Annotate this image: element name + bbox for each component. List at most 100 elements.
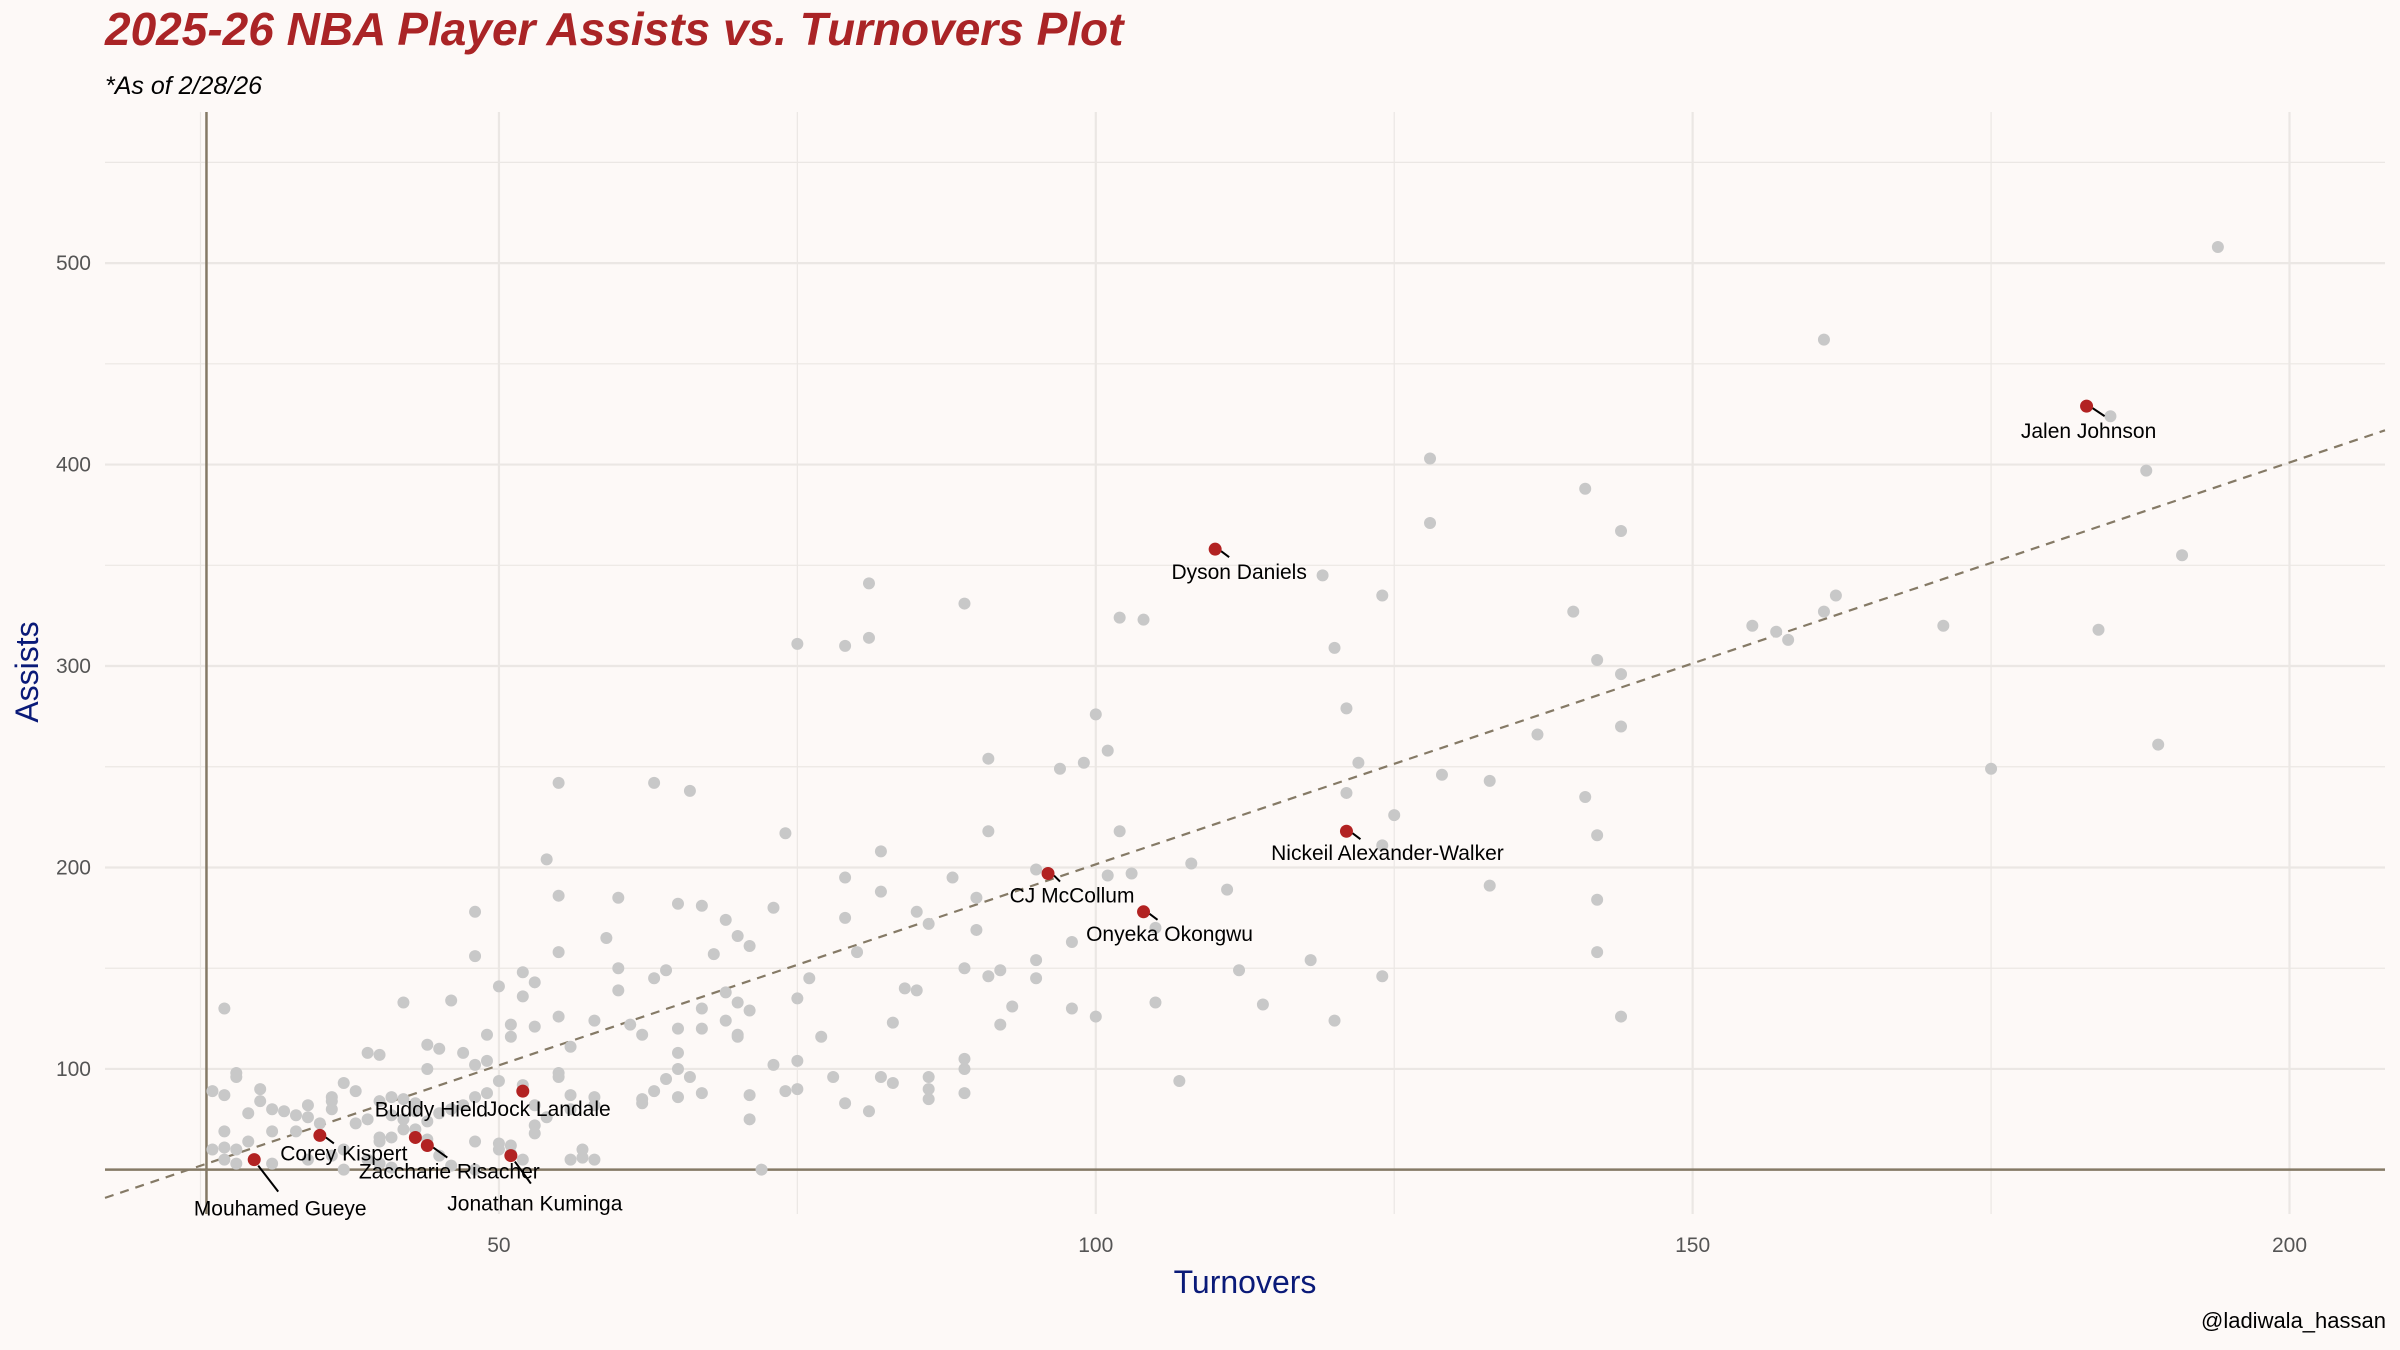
data-point [743, 1089, 756, 1102]
data-point [421, 1115, 434, 1128]
data-point [218, 1141, 231, 1154]
point-label-corey-kispert: Corey Kispert [280, 1142, 407, 1165]
data-point [564, 1153, 577, 1166]
data-point [2211, 240, 2224, 253]
data-point [982, 825, 995, 838]
data-point [1615, 1010, 1628, 1023]
data-point [1304, 954, 1317, 967]
data-point [695, 1087, 708, 1100]
data-point [266, 1125, 279, 1138]
point-label-dyson-daniels: Dyson Daniels [1171, 561, 1306, 584]
data-point [254, 1083, 267, 1096]
data-point [588, 1153, 601, 1166]
data-point [1030, 954, 1043, 967]
data-point [457, 1046, 470, 1059]
data-point [516, 1153, 529, 1166]
data-point [433, 1042, 446, 1055]
highlight-point-dyson-daniels [1208, 542, 1222, 556]
data-point [1221, 883, 1234, 896]
data-point [361, 1046, 374, 1059]
data-point [731, 996, 744, 1009]
data-point [218, 1125, 231, 1138]
data-point [445, 1103, 458, 1116]
data-point [839, 871, 852, 884]
data-point [528, 1099, 541, 1112]
highlight-point-jalen-johnson [2080, 399, 2094, 413]
data-point [266, 1157, 279, 1170]
data-point [385, 1109, 398, 1122]
data-point [289, 1125, 302, 1138]
data-point [970, 923, 983, 936]
data-point [1376, 839, 1389, 852]
data-point [1340, 702, 1353, 715]
data-point [373, 1048, 386, 1061]
data-point [373, 1157, 386, 1170]
data-point [218, 1002, 231, 1015]
data-point [1053, 762, 1066, 775]
data-point [874, 885, 887, 898]
data-point [457, 1099, 470, 1112]
data-point [1101, 744, 1114, 757]
data-point [1256, 998, 1269, 1011]
data-point [1937, 619, 1950, 632]
data-point [564, 1089, 577, 1102]
data-point [397, 1123, 410, 1136]
data-point [218, 1153, 231, 1166]
point-label-mouhamed-gueye: Mouhamed Gueye [194, 1198, 367, 1221]
data-point [612, 984, 625, 997]
data-point [982, 752, 995, 765]
data-point [1173, 1075, 1186, 1088]
data-point [301, 1153, 314, 1166]
leader-line-dyson-daniels [1220, 550, 1230, 558]
data-point [600, 931, 613, 944]
data-point [504, 1030, 517, 1043]
data-point [779, 1085, 792, 1098]
data-point [1328, 1014, 1341, 1027]
data-point [504, 1139, 517, 1152]
data-point [695, 1002, 708, 1015]
data-point [1113, 825, 1126, 838]
data-point [218, 1089, 231, 1102]
data-point [719, 986, 732, 999]
data-point [373, 1095, 386, 1108]
data-point [755, 1163, 768, 1176]
data-point [301, 1111, 314, 1124]
data-point [469, 950, 482, 963]
data-point [325, 1149, 338, 1162]
data-point [1829, 589, 1842, 602]
data-point [922, 1093, 935, 1106]
data-point [1615, 668, 1628, 681]
leader-line-nickeil-alexander-walker [1351, 832, 1362, 841]
data-point [337, 1163, 350, 1176]
data-point [564, 1040, 577, 1053]
data-point [1149, 996, 1162, 1009]
data-point [242, 1135, 255, 1148]
data-point [349, 1117, 362, 1130]
data-point [815, 1030, 828, 1043]
chart-title: 2025-26 NBA Player Assists vs. Turnovers… [105, 3, 1124, 55]
data-point [1435, 768, 1448, 781]
data-point [791, 992, 804, 1005]
data-point [1137, 613, 1150, 626]
data-point [1782, 633, 1795, 646]
y-tick-label: 100 [56, 1058, 91, 1081]
data-point [540, 853, 553, 866]
data-point [2092, 623, 2105, 636]
data-point [385, 1161, 398, 1174]
data-point [827, 1071, 840, 1084]
data-point [421, 1062, 434, 1075]
data-point [743, 940, 756, 953]
data-point [791, 637, 804, 650]
data-point [480, 1054, 493, 1067]
data-point [862, 1105, 875, 1118]
data-point [337, 1077, 350, 1090]
x-tick-label: 50 [487, 1234, 510, 1257]
data-points [206, 240, 2224, 1176]
data-point [946, 871, 959, 884]
data-point [230, 1157, 243, 1170]
data-point [1579, 482, 1592, 495]
data-point [683, 784, 696, 797]
highlight-point-onyeka-okongwu [1137, 905, 1151, 919]
y-tick-label: 500 [56, 252, 91, 275]
data-point [791, 1054, 804, 1067]
